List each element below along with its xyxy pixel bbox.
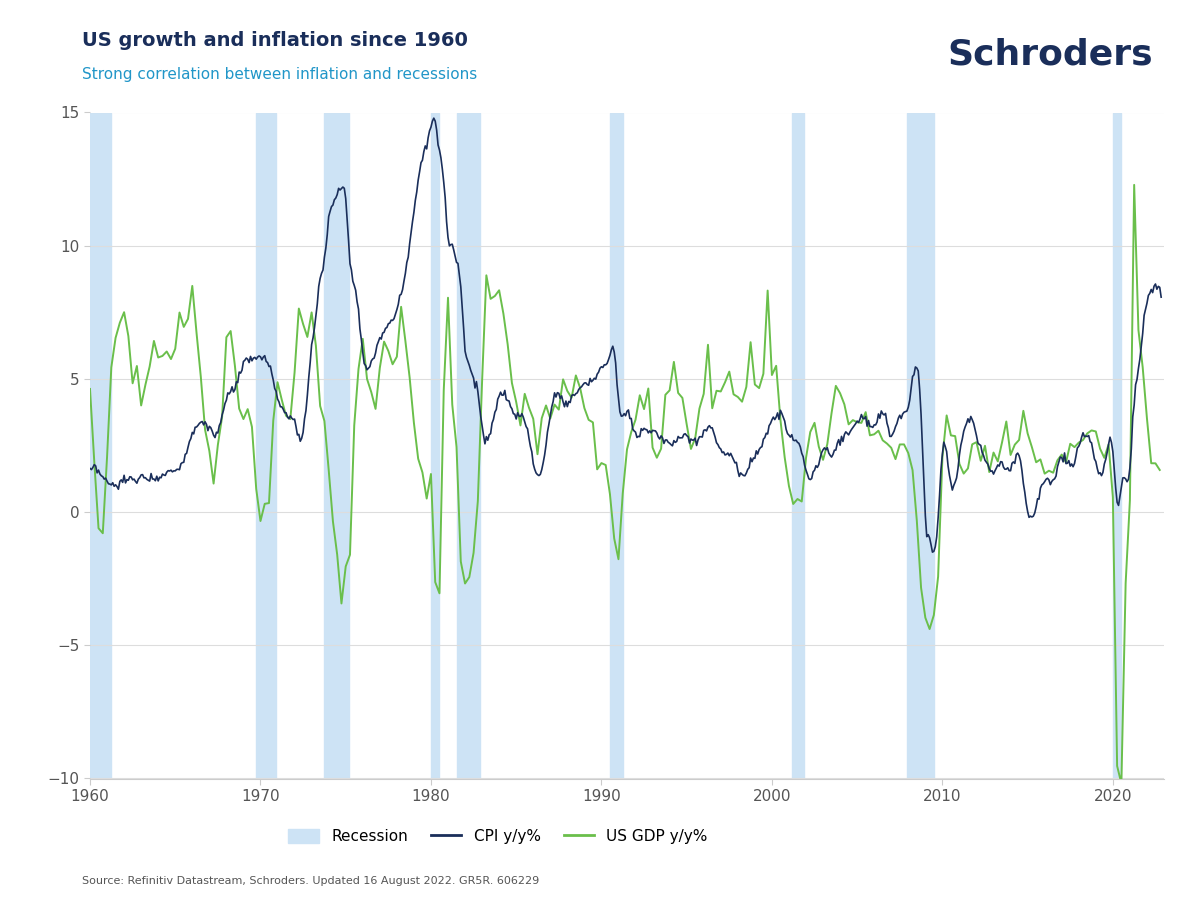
- Line: CPI y/y%: CPI y/y%: [90, 118, 1162, 553]
- US GDP y/y%: [104, 362, 119, 373]
- CPI y/y%: [523, 441, 538, 452]
- US GDP y/y%: [402, 373, 416, 383]
- US GDP y/y%: [1114, 778, 1128, 789]
- Text: Schroders: Schroders: [947, 38, 1153, 72]
- US GDP y/y%: [1152, 464, 1166, 475]
- CPI y/y%: [517, 417, 532, 428]
- US GDP y/y%: [833, 388, 847, 399]
- CPI y/y%: [83, 463, 97, 473]
- Bar: [456, 112, 480, 778]
- US GDP y/y%: [931, 572, 946, 582]
- CPI y/y%: [670, 436, 684, 447]
- Bar: [610, 112, 623, 778]
- CPI y/y%: [925, 547, 940, 558]
- US GDP y/y%: [1135, 362, 1150, 373]
- Bar: [324, 112, 349, 778]
- Bar: [257, 112, 276, 778]
- Bar: [1112, 112, 1121, 778]
- Text: Source: Refinitiv Datastream, Schroders. Updated 16 August 2022. GR5R. 606229: Source: Refinitiv Datastream, Schroders.…: [82, 877, 539, 886]
- Bar: [792, 112, 804, 778]
- Text: Strong correlation between inflation and recessions: Strong correlation between inflation and…: [82, 68, 476, 83]
- US GDP y/y%: [1127, 179, 1141, 190]
- Line: US GDP y/y%: US GDP y/y%: [90, 184, 1159, 784]
- CPI y/y%: [569, 388, 583, 399]
- CPI y/y%: [426, 112, 440, 123]
- US GDP y/y%: [764, 370, 779, 381]
- Bar: [90, 112, 112, 778]
- Bar: [431, 112, 439, 778]
- CPI y/y%: [1154, 292, 1169, 302]
- Text: US growth and inflation since 1960: US growth and inflation since 1960: [82, 32, 468, 50]
- Legend: Recession, CPI y/y%, US GDP y/y%: Recession, CPI y/y%, US GDP y/y%: [288, 829, 708, 844]
- Bar: [906, 112, 934, 778]
- CPI y/y%: [842, 427, 857, 437]
- US GDP y/y%: [83, 383, 97, 394]
- CPI y/y%: [178, 449, 192, 460]
